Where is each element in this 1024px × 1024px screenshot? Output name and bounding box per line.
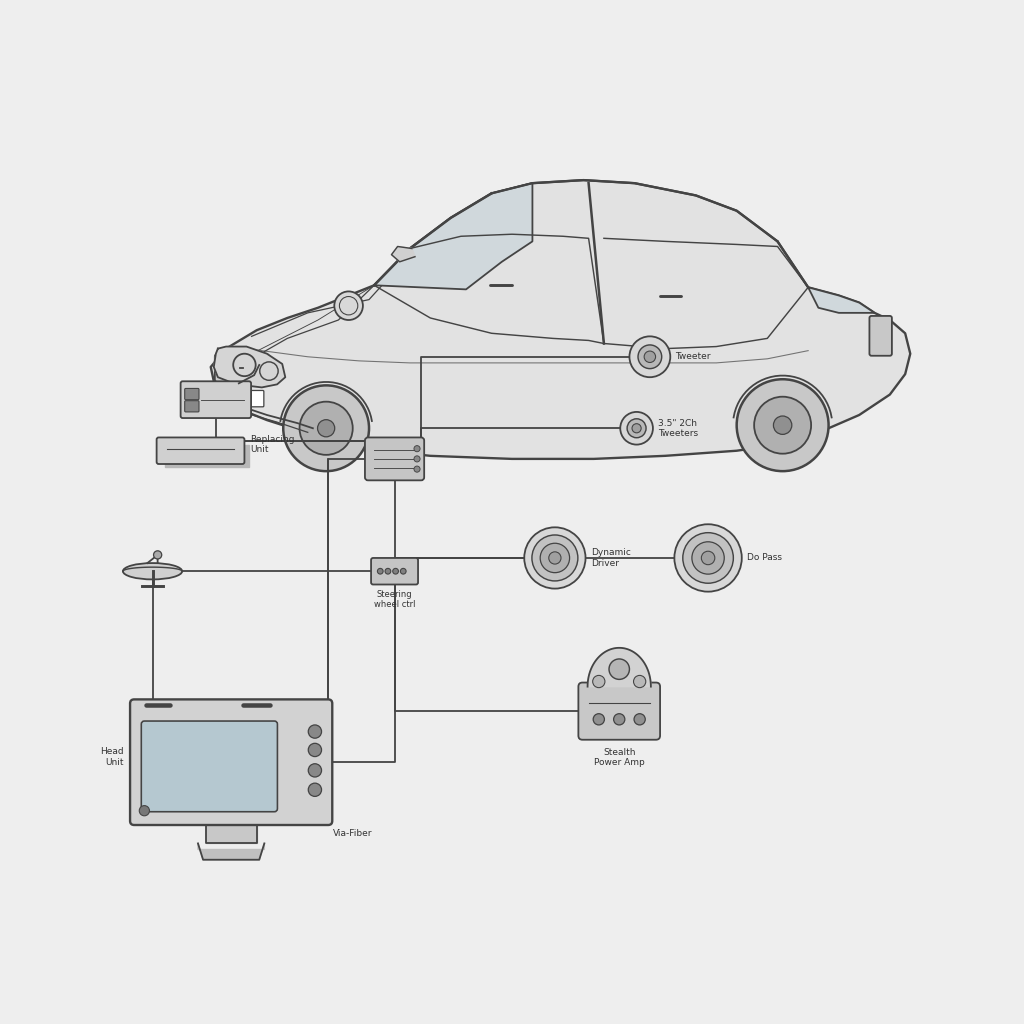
Text: Via-Fiber: Via-Fiber bbox=[333, 828, 373, 838]
Text: Dynamic
Driver: Dynamic Driver bbox=[591, 548, 631, 567]
Polygon shape bbox=[374, 183, 532, 290]
Circle shape bbox=[308, 764, 322, 777]
Circle shape bbox=[634, 714, 645, 725]
Text: Replacing
Unit: Replacing Unit bbox=[251, 435, 295, 455]
Circle shape bbox=[317, 420, 335, 437]
Circle shape bbox=[632, 424, 641, 433]
FancyBboxPatch shape bbox=[184, 388, 199, 399]
Circle shape bbox=[400, 568, 407, 574]
Circle shape bbox=[334, 292, 362, 321]
Polygon shape bbox=[198, 844, 264, 860]
Text: Do Pass: Do Pass bbox=[746, 553, 782, 562]
Circle shape bbox=[549, 552, 561, 564]
Circle shape bbox=[692, 542, 724, 574]
FancyBboxPatch shape bbox=[241, 353, 269, 382]
Circle shape bbox=[414, 445, 420, 452]
FancyBboxPatch shape bbox=[365, 437, 424, 480]
Circle shape bbox=[754, 396, 811, 454]
Circle shape bbox=[644, 351, 655, 362]
Polygon shape bbox=[214, 346, 286, 387]
FancyBboxPatch shape bbox=[371, 558, 418, 585]
Polygon shape bbox=[808, 288, 874, 313]
FancyBboxPatch shape bbox=[215, 353, 244, 382]
Circle shape bbox=[627, 419, 646, 437]
Circle shape bbox=[414, 466, 420, 472]
Circle shape bbox=[683, 532, 733, 584]
Text: Steering
wheel ctrl: Steering wheel ctrl bbox=[374, 590, 416, 609]
Circle shape bbox=[638, 345, 662, 369]
Circle shape bbox=[773, 416, 792, 434]
Circle shape bbox=[736, 379, 828, 471]
Circle shape bbox=[378, 568, 383, 574]
Circle shape bbox=[393, 568, 398, 574]
Circle shape bbox=[385, 568, 391, 574]
Circle shape bbox=[613, 714, 625, 725]
Circle shape bbox=[308, 783, 322, 797]
Circle shape bbox=[154, 551, 162, 559]
Circle shape bbox=[531, 535, 578, 581]
Circle shape bbox=[308, 725, 322, 738]
Text: Head
Unit: Head Unit bbox=[100, 748, 124, 767]
Circle shape bbox=[524, 527, 586, 589]
FancyBboxPatch shape bbox=[184, 400, 199, 412]
FancyBboxPatch shape bbox=[157, 437, 245, 464]
Text: Stealth
Power Amp: Stealth Power Amp bbox=[594, 748, 644, 767]
Circle shape bbox=[634, 676, 646, 688]
Circle shape bbox=[593, 676, 605, 688]
FancyBboxPatch shape bbox=[141, 721, 278, 812]
Ellipse shape bbox=[123, 563, 182, 580]
Circle shape bbox=[621, 412, 653, 444]
Circle shape bbox=[284, 385, 369, 471]
Polygon shape bbox=[165, 444, 249, 467]
Circle shape bbox=[300, 401, 352, 455]
Circle shape bbox=[139, 806, 150, 816]
Polygon shape bbox=[206, 826, 257, 844]
Text: 3.5" 2Ch
Tweeters: 3.5" 2Ch Tweeters bbox=[658, 419, 698, 438]
Circle shape bbox=[593, 714, 604, 725]
Circle shape bbox=[609, 659, 630, 679]
Circle shape bbox=[541, 544, 569, 572]
Circle shape bbox=[675, 524, 741, 592]
FancyBboxPatch shape bbox=[869, 316, 892, 355]
FancyBboxPatch shape bbox=[223, 390, 264, 407]
FancyBboxPatch shape bbox=[180, 381, 251, 418]
Polygon shape bbox=[588, 648, 651, 687]
Circle shape bbox=[630, 336, 671, 377]
Polygon shape bbox=[211, 180, 910, 459]
Circle shape bbox=[414, 456, 420, 462]
FancyBboxPatch shape bbox=[130, 699, 332, 825]
Circle shape bbox=[701, 551, 715, 564]
FancyBboxPatch shape bbox=[579, 683, 660, 739]
Polygon shape bbox=[391, 247, 415, 262]
Circle shape bbox=[308, 743, 322, 757]
Text: Tweeter: Tweeter bbox=[676, 352, 711, 361]
